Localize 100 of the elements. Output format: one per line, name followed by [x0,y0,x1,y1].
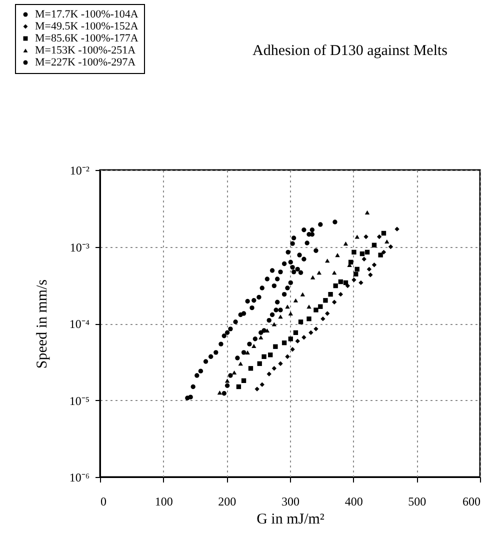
point [224,330,230,335]
point [368,272,373,278]
point [378,252,383,258]
point [228,326,233,332]
point [298,270,304,275]
x-tick-label: 200 [218,494,236,508]
point [332,270,337,275]
point [278,270,283,274]
point [290,241,295,246]
point [235,356,240,360]
point [308,330,314,335]
point [354,266,360,272]
point [310,228,315,232]
point [285,304,290,309]
point [203,359,208,364]
point [354,234,360,239]
point [320,316,326,322]
point [300,292,306,296]
point [310,275,316,280]
point [257,361,262,366]
point [297,252,302,258]
point [270,268,275,273]
point [364,234,368,240]
point [394,226,400,232]
point [236,384,242,390]
point [314,308,318,312]
point [314,326,318,332]
point [228,373,233,378]
point [241,350,246,355]
point [274,300,280,304]
point [325,258,330,263]
point [252,344,256,348]
y-axis-title: Speed in mm/s [34,279,50,369]
point [352,278,356,282]
point [298,320,304,324]
point [293,298,298,302]
point [286,250,290,255]
point [290,264,295,270]
x-tick-label: 0 [100,494,106,508]
legend-label: M=85.6K -100%-177A [35,32,138,44]
point [282,340,287,346]
point [217,390,222,395]
y-tick-label: 10⁻³ [70,240,90,254]
x-tick-label: 100 [154,494,173,508]
point [268,352,273,358]
point [366,266,372,272]
point [306,316,312,322]
point [291,236,296,240]
point [278,314,283,319]
point [364,250,370,255]
point [222,391,226,396]
point [224,383,230,388]
point [282,292,287,297]
legend-label: M=153K -100%-251A [35,44,136,56]
point [278,308,283,312]
y-tick-label: 10⁻⁴ [69,317,90,331]
legend-label: M=227K -100%-297A [35,56,136,68]
point [335,253,340,258]
point [354,272,358,276]
point [352,250,356,255]
legend-label: M=49.5K -100%-152A [35,20,138,32]
point [288,311,293,316]
point [248,366,254,371]
point [233,320,238,324]
point [325,311,330,316]
point [318,222,323,227]
point [238,362,243,366]
point [245,298,250,304]
point [270,312,275,318]
point [295,338,300,344]
point [295,266,300,272]
point [250,305,254,310]
point [372,242,377,248]
point [224,378,230,383]
point [232,370,237,375]
point [293,330,298,335]
point [381,230,386,236]
legend-label: M=17.7K -100%-104A [35,8,138,20]
point [252,336,258,342]
point [198,368,204,374]
point [288,260,293,264]
point [302,335,306,340]
point [343,280,348,286]
y-tick-label: 10⁻⁶ [69,470,90,484]
point [282,261,287,266]
point [214,350,218,355]
y-tick-label: 10⁻² [70,164,90,178]
point [288,336,293,342]
point [360,251,365,256]
point [247,342,252,346]
x-tick-label: 400 [344,494,363,508]
point [260,382,264,387]
x-tick-label: 600 [462,494,480,508]
point [218,342,224,346]
point [258,335,264,340]
point [208,354,214,359]
point [343,242,348,246]
point [262,328,266,333]
y-tick-label: 10⁻⁵ [69,394,90,408]
point [272,283,277,288]
